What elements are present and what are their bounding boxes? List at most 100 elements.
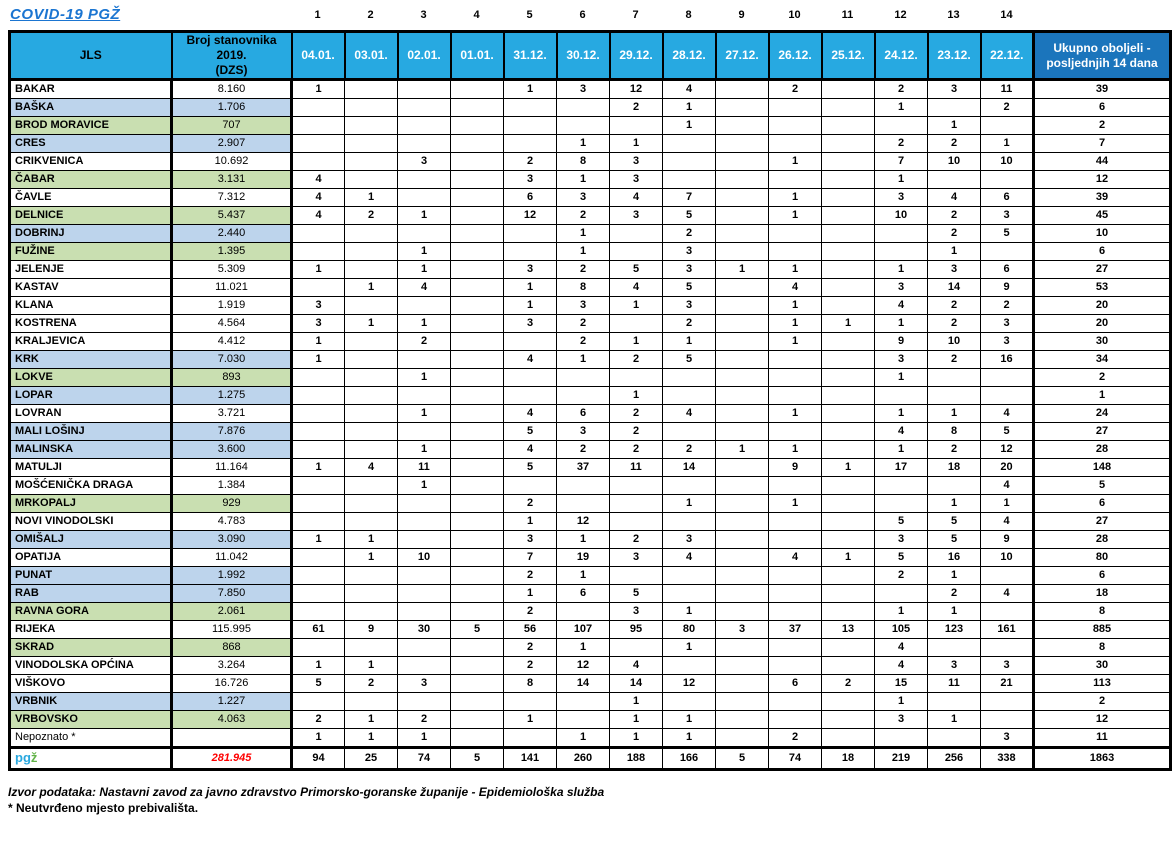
row-name-cell: RAVNA GORA [8,602,173,621]
value-cell [397,602,451,621]
value-cell [503,242,557,261]
value-cell [715,296,769,315]
value-cell [397,692,451,711]
population-header-cell: Broj stanovnika 2019. (DZS) [170,30,293,81]
value-cell: 1 [927,566,981,585]
value-cell [344,224,398,243]
table-row: DOBRINJ 2.440 1 2 2 5 10 [8,224,1172,243]
value-cell: 3 [556,296,610,315]
value-cell [503,134,557,153]
total-cell: 12 [1032,170,1172,189]
col-number: 3 [420,9,427,21]
value-cell: 3 [927,656,981,675]
value-cell [503,692,557,711]
value-cell [821,242,875,261]
table-row: LOVRAN 3.721 1 4 6 2 4 1 1 1 4 24 [8,404,1172,423]
value-cell: 4 [662,404,716,423]
value-cell: 4 [291,188,345,207]
value-cell [821,116,875,135]
value-cell: 1 [397,404,451,423]
date-header-cell: 04.01. [290,30,346,81]
value-cell: 3 [556,188,610,207]
row-name-cell: KLANA [8,296,173,315]
value-cell [344,638,398,657]
value-cell [715,530,769,549]
value-cell: 5 [874,512,928,531]
value-cell [609,116,663,135]
population-cell: 3.131 [171,170,293,189]
value-cell: 2 [927,296,981,315]
value-cell [609,242,663,261]
population-cell: 1.395 [171,242,293,261]
total-cell: 8 [1032,638,1172,657]
value-cell: 2 [980,98,1034,117]
col-number: 4 [473,9,480,21]
value-cell [344,152,398,171]
table-row: Nepoznato * 1 1 1 1 1 1 2 3 11 [8,728,1172,748]
value-cell: 2 [980,296,1034,315]
value-cell: 14 [609,674,663,693]
value-cell: 1 [556,728,610,748]
col-number: 12 [894,9,907,21]
population-cell: 2.440 [171,224,293,243]
total-cell: 1 [1032,386,1172,405]
value-cell: 3 [556,79,610,99]
value-cell [291,494,345,513]
value-cell: 1 [503,584,557,603]
value-cell [450,206,504,225]
value-cell [927,170,981,189]
value-cell [821,260,875,279]
value-cell [715,584,769,603]
value-cell: 11 [927,674,981,693]
value-cell: 11 [609,458,663,477]
date-header-cell: 31.12. [502,30,558,81]
population-cell: 4.412 [171,332,293,351]
value-cell: 2 [609,422,663,441]
value-cell [291,152,345,171]
total-cell: 6 [1032,494,1172,513]
value-cell [715,116,769,135]
value-cell [503,332,557,351]
value-cell: 1 [556,566,610,585]
value-cell: 2 [503,566,557,585]
value-cell [291,566,345,585]
value-cell: 1 [874,692,928,711]
value-cell: 13 [821,620,875,639]
value-cell: 16 [927,548,981,567]
value-cell [768,710,822,729]
value-cell: 1 [927,602,981,621]
value-cell [874,494,928,513]
value-cell [821,584,875,603]
value-cell: 2 [556,206,610,225]
value-cell: 2 [874,134,928,153]
value-cell [821,386,875,405]
value-cell: 1 [344,278,398,297]
value-cell: 5 [291,674,345,693]
value-cell: 1 [662,728,716,748]
population-cell: 3.721 [171,404,293,423]
value-cell: 15 [874,674,928,693]
value-cell: 6 [980,260,1034,279]
row-name-cell: VINODOLSKA OPĆINA [8,656,173,675]
value-cell: 1 [556,350,610,369]
value-cell [768,692,822,711]
value-cell: 3 [397,674,451,693]
value-cell [980,386,1034,405]
value-cell: 1 [344,656,398,675]
value-cell [821,224,875,243]
table-row: OPATIJA 11.042 1 10 7 19 3 4 4 1 5 16 10 80 [8,548,1172,567]
value-cell: 1 [609,296,663,315]
population-cell: 7.312 [171,188,293,207]
population-cell [171,728,293,748]
value-cell: 5 [662,278,716,297]
value-cell [715,422,769,441]
value-cell: 1 [874,314,928,333]
value-cell [556,476,610,495]
value-cell [291,224,345,243]
population-cell: 707 [171,116,293,135]
value-cell: 105 [874,620,928,639]
value-cell [768,224,822,243]
value-cell: 1 [397,368,451,387]
value-cell [450,656,504,675]
value-cell: 1 [821,458,875,477]
